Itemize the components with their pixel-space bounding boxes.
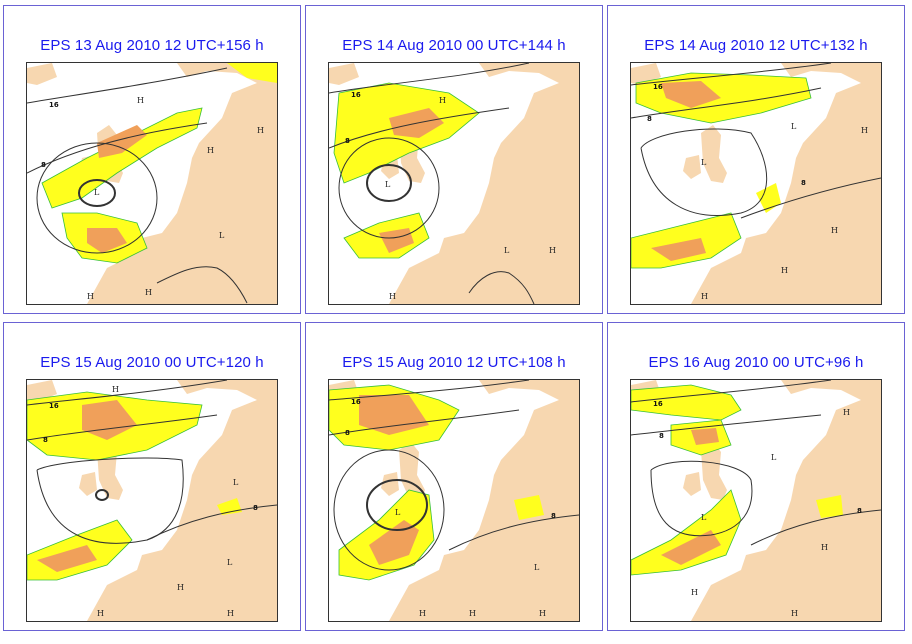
low-pressure-label: L (227, 558, 233, 567)
high-pressure-label: H (861, 126, 868, 135)
forecast-map: 16 8 8 L L H H H H (26, 379, 278, 622)
isoline-label: 8 (647, 115, 652, 123)
low-pressure-label: L (233, 478, 239, 487)
probability-shading (27, 391, 242, 581)
panel-title: EPS 14 Aug 2010 00 UTC+144 h (342, 37, 566, 54)
isoline-label: 8 (41, 161, 46, 169)
contour-lines (27, 380, 277, 544)
isoline-label: 8 (43, 436, 48, 444)
low-pressure-label: L (791, 122, 797, 131)
low-pressure-label: L (395, 508, 401, 517)
high-pressure-label: H (87, 292, 94, 301)
isoline-label: 8 (659, 432, 664, 440)
contour-lines (631, 63, 881, 219)
isoline-label: 8 (345, 429, 350, 437)
isoline-label: 16 (351, 91, 361, 99)
isoline-label: 8 (551, 512, 556, 520)
isoline-label: 8 (801, 179, 806, 187)
low-pressure-label: L (534, 563, 540, 572)
forecast-panel-2: EPS 14 Aug 2010 00 UTC+144 h (305, 5, 603, 314)
high-pressure-label: H (257, 126, 264, 135)
forecast-map: 16 8 8 L L H H H (328, 379, 580, 622)
panel-title: EPS 13 Aug 2010 12 UTC+156 h (40, 37, 264, 54)
panel-title: EPS 14 Aug 2010 12 UTC+132 h (644, 37, 868, 54)
forecast-map: 16 8 8 L L H H H H (630, 62, 882, 305)
high-pressure-label: H (549, 246, 556, 255)
forecast-map: 16 8 8 L L H H H H (630, 379, 882, 622)
probability-shading (329, 384, 544, 581)
low-pressure-label: L (219, 231, 225, 240)
high-pressure-label: H (227, 609, 234, 618)
high-pressure-label: H (389, 292, 396, 301)
forecast-map: 16 8 L L H H H H H (26, 62, 278, 305)
forecast-panel-6: EPS 16 Aug 2010 00 UTC+96 h (607, 322, 905, 631)
panel-title: EPS 15 Aug 2010 00 UTC+120 h (40, 354, 264, 371)
low-pressure-label: L (94, 188, 100, 197)
probability-shading (333, 82, 480, 259)
probability-shading (41, 63, 277, 264)
forecast-grid: EPS 13 Aug 2010 12 UTC+156 h (3, 5, 909, 639)
isoline-label: 16 (351, 398, 361, 406)
high-pressure-label: H (469, 609, 476, 618)
probability-shading (631, 384, 843, 576)
high-pressure-label: H (691, 588, 698, 597)
panel-title: EPS 15 Aug 2010 12 UTC+108 h (342, 354, 566, 371)
high-pressure-label: H (821, 543, 828, 552)
forecast-panel-3: EPS 14 Aug 2010 12 UTC+132 h (607, 5, 905, 314)
high-pressure-label: H (137, 96, 144, 105)
isoline-label: 8 (345, 137, 350, 145)
contour-lines (27, 67, 248, 304)
low-pressure-label: L (771, 453, 777, 462)
isoline-label: 16 (49, 402, 59, 410)
low-pressure-label: L (701, 158, 707, 167)
isoline-label: 8 (253, 504, 258, 512)
high-pressure-label: H (791, 609, 798, 618)
high-pressure-label: H (177, 583, 184, 592)
contour-lines (329, 380, 579, 571)
forecast-panel-5: EPS 15 Aug 2010 12 UTC+108 h (305, 322, 603, 631)
high-pressure-label: H (701, 292, 708, 301)
forecast-panel-4: EPS 15 Aug 2010 00 UTC+120 h (3, 322, 301, 631)
contour-lines (329, 63, 535, 304)
high-pressure-label: H (145, 288, 152, 297)
low-pressure-label: L (701, 513, 707, 522)
high-pressure-label: H (831, 226, 838, 235)
panel-title: EPS 16 Aug 2010 00 UTC+96 h (648, 354, 864, 371)
high-pressure-label: H (112, 385, 119, 394)
forecast-map: 16 8 L L H H H (328, 62, 580, 305)
low-pressure-label: L (385, 180, 391, 189)
isoline-label: 8 (857, 507, 862, 515)
forecast-panel-1: EPS 13 Aug 2010 12 UTC+156 h (3, 5, 301, 314)
high-pressure-label: H (539, 609, 546, 618)
isoline-label: 16 (653, 400, 663, 408)
high-pressure-label: H (781, 266, 788, 275)
high-pressure-label: H (97, 609, 104, 618)
isoline-label: 16 (49, 101, 59, 109)
contour-lines (631, 380, 881, 546)
high-pressure-label: H (207, 146, 214, 155)
low-pressure-label: L (504, 246, 510, 255)
high-pressure-label: H (439, 96, 446, 105)
high-pressure-label: H (419, 609, 426, 618)
high-pressure-label: H (843, 408, 850, 417)
isoline-label: 16 (653, 83, 663, 91)
